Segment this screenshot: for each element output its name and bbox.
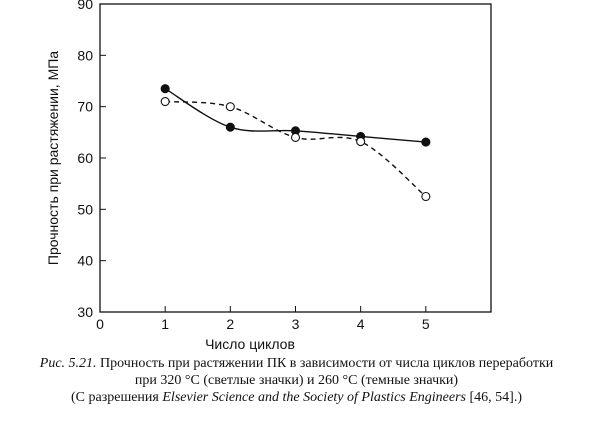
series-2-point	[356, 137, 366, 147]
plot-frame	[99, 3, 492, 313]
y-tick-label: 90	[77, 0, 93, 12]
x-tick-label: 4	[357, 316, 365, 332]
caption-publisher: Elsevier Science and the Society of Plas…	[162, 390, 466, 405]
x-tick-label: 2	[226, 316, 234, 332]
caption-figure-label: Рис. 5.21.	[39, 356, 97, 371]
caption-line-2: при 320 °С (светлые значки) и 260 °С (те…	[134, 373, 459, 388]
x-tick-label: 0	[96, 316, 104, 332]
series-2-point	[160, 96, 170, 107]
caption-permission-start: (С разрешения	[70, 390, 159, 405]
series-line-2	[165, 100, 427, 198]
figure-caption: Рис. 5.21. Прочность при растяжении ПК в…	[6, 355, 587, 406]
x-tick-label: 1	[161, 316, 169, 332]
y-tick-label: 30	[77, 304, 93, 320]
y-tick-label: 80	[77, 47, 93, 63]
y-tick-label: 70	[77, 99, 93, 115]
series-2-point	[421, 191, 431, 202]
series-1-point	[160, 84, 170, 94]
x-axis-label: Число циклов	[205, 336, 295, 352]
x-tick-label: 3	[292, 316, 300, 332]
x-tick-label: 5	[422, 316, 430, 332]
series-1-point	[421, 137, 431, 147]
y-tick-label: 60	[77, 150, 93, 166]
series-2-point	[290, 132, 301, 143]
caption-title: Прочность при растяжении ПК в зависимост…	[100, 356, 554, 371]
y-tick-label: 50	[77, 201, 93, 217]
y-tick-label: 40	[77, 253, 93, 269]
series-2-point	[225, 102, 235, 112]
chart: 0 1 2 3 4 5 30 40 50 60 70 80 90 Число циклов Прочн…	[45, 0, 492, 352]
series-1-point	[225, 122, 235, 132]
caption-reference: [46, 54].)	[469, 390, 523, 405]
caption-line-1: Рис. 5.21. Прочность при растяжении ПК в…	[6, 355, 587, 372]
y-axis-label: Прочность при растяжении, МПа	[45, 51, 61, 265]
caption-line-3: (С разрешения Elsevier Science and the S…	[6, 389, 587, 406]
